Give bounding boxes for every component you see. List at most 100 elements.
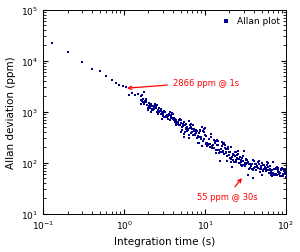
- Allan plot: [280, 172, 285, 176]
- Allan plot: [228, 156, 232, 160]
- Allan plot: [209, 146, 214, 150]
- Allan plot: [180, 122, 185, 127]
- Allan plot: [171, 118, 176, 122]
- Allan plot: [249, 163, 254, 167]
- Allan plot: [208, 135, 213, 139]
- Allan plot: [249, 164, 254, 168]
- Allan plot: [273, 166, 278, 170]
- Allan plot: [193, 133, 198, 137]
- Allan plot: [167, 113, 172, 117]
- Allan plot: [220, 150, 225, 154]
- Allan plot: [191, 128, 196, 132]
- Allan plot: [230, 159, 235, 163]
- Allan plot: [229, 158, 233, 162]
- Allan plot: [206, 143, 211, 147]
- Allan plot: [153, 106, 158, 110]
- Allan plot: [264, 161, 269, 165]
- Allan plot: [268, 164, 272, 168]
- Allan plot: [263, 169, 268, 173]
- Allan plot: [184, 126, 189, 130]
- Allan plot: [169, 116, 174, 120]
- Allan plot: [169, 114, 174, 118]
- Allan plot: [233, 150, 238, 154]
- Allan plot: [255, 160, 260, 164]
- Allan plot: [278, 174, 283, 178]
- Allan plot: [155, 110, 160, 114]
- Allan plot: [226, 146, 231, 150]
- Allan plot: [150, 107, 155, 111]
- Allan plot: [141, 91, 146, 95]
- Allan plot: [234, 161, 239, 165]
- Allan plot: [228, 161, 233, 165]
- Allan plot: [258, 167, 262, 171]
- Allan plot: [188, 123, 192, 127]
- Allan plot: [89, 67, 94, 71]
- Allan plot: [160, 117, 165, 121]
- Allan plot: [145, 104, 150, 108]
- Allan plot: [194, 129, 198, 133]
- Allan plot: [189, 131, 194, 135]
- Allan plot: [158, 109, 163, 113]
- Allan plot: [212, 146, 216, 150]
- Allan plot: [224, 155, 229, 159]
- Allan plot: [168, 114, 173, 118]
- Allan plot: [267, 171, 272, 175]
- Allan plot: [167, 114, 171, 118]
- Allan plot: [226, 151, 231, 155]
- Allan plot: [198, 129, 203, 133]
- Allan plot: [277, 171, 282, 175]
- Allan plot: [234, 150, 239, 154]
- Allan plot: [247, 163, 251, 167]
- Allan plot: [144, 101, 148, 105]
- Allan plot: [139, 99, 144, 103]
- Legend: Allan plot: Allan plot: [215, 15, 281, 28]
- Allan plot: [158, 109, 162, 113]
- Allan plot: [237, 158, 242, 162]
- Allan plot: [154, 105, 159, 109]
- Allan plot: [219, 150, 224, 154]
- Allan plot: [216, 144, 221, 148]
- Allan plot: [256, 160, 260, 164]
- Allan plot: [147, 106, 152, 110]
- Allan plot: [253, 163, 258, 167]
- Allan plot: [196, 131, 201, 135]
- Allan plot: [249, 162, 254, 166]
- Allan plot: [219, 140, 224, 144]
- Allan plot: [236, 150, 241, 154]
- Allan plot: [179, 128, 184, 132]
- Allan plot: [171, 112, 176, 116]
- Allan plot: [156, 108, 161, 112]
- Allan plot: [235, 157, 240, 161]
- Allan plot: [256, 166, 261, 170]
- Allan plot: [161, 109, 166, 113]
- Allan plot: [257, 160, 262, 164]
- Allan plot: [221, 149, 226, 153]
- Allan plot: [274, 173, 279, 177]
- Allan plot: [270, 173, 275, 177]
- Allan plot: [206, 137, 211, 141]
- Allan plot: [211, 144, 215, 148]
- Allan plot: [167, 111, 172, 115]
- Allan plot: [254, 162, 259, 166]
- Allan plot: [187, 136, 191, 140]
- Allan plot: [142, 101, 147, 105]
- Allan plot: [261, 163, 266, 167]
- Allan plot: [168, 118, 172, 122]
- Allan plot: [281, 167, 286, 171]
- Allan plot: [276, 168, 281, 172]
- Allan plot: [193, 132, 198, 136]
- Allan plot: [175, 123, 180, 127]
- Allan plot: [227, 153, 232, 157]
- Allan plot: [273, 168, 278, 172]
- Allan plot: [158, 108, 163, 112]
- Allan plot: [156, 107, 161, 111]
- Allan plot: [241, 160, 246, 164]
- Allan plot: [197, 136, 202, 140]
- Allan plot: [224, 148, 229, 152]
- Allan plot: [247, 168, 252, 172]
- Allan plot: [233, 158, 238, 162]
- Allan plot: [283, 175, 288, 179]
- Allan plot: [141, 98, 146, 102]
- Allan plot: [259, 165, 263, 169]
- Allan plot: [284, 172, 288, 176]
